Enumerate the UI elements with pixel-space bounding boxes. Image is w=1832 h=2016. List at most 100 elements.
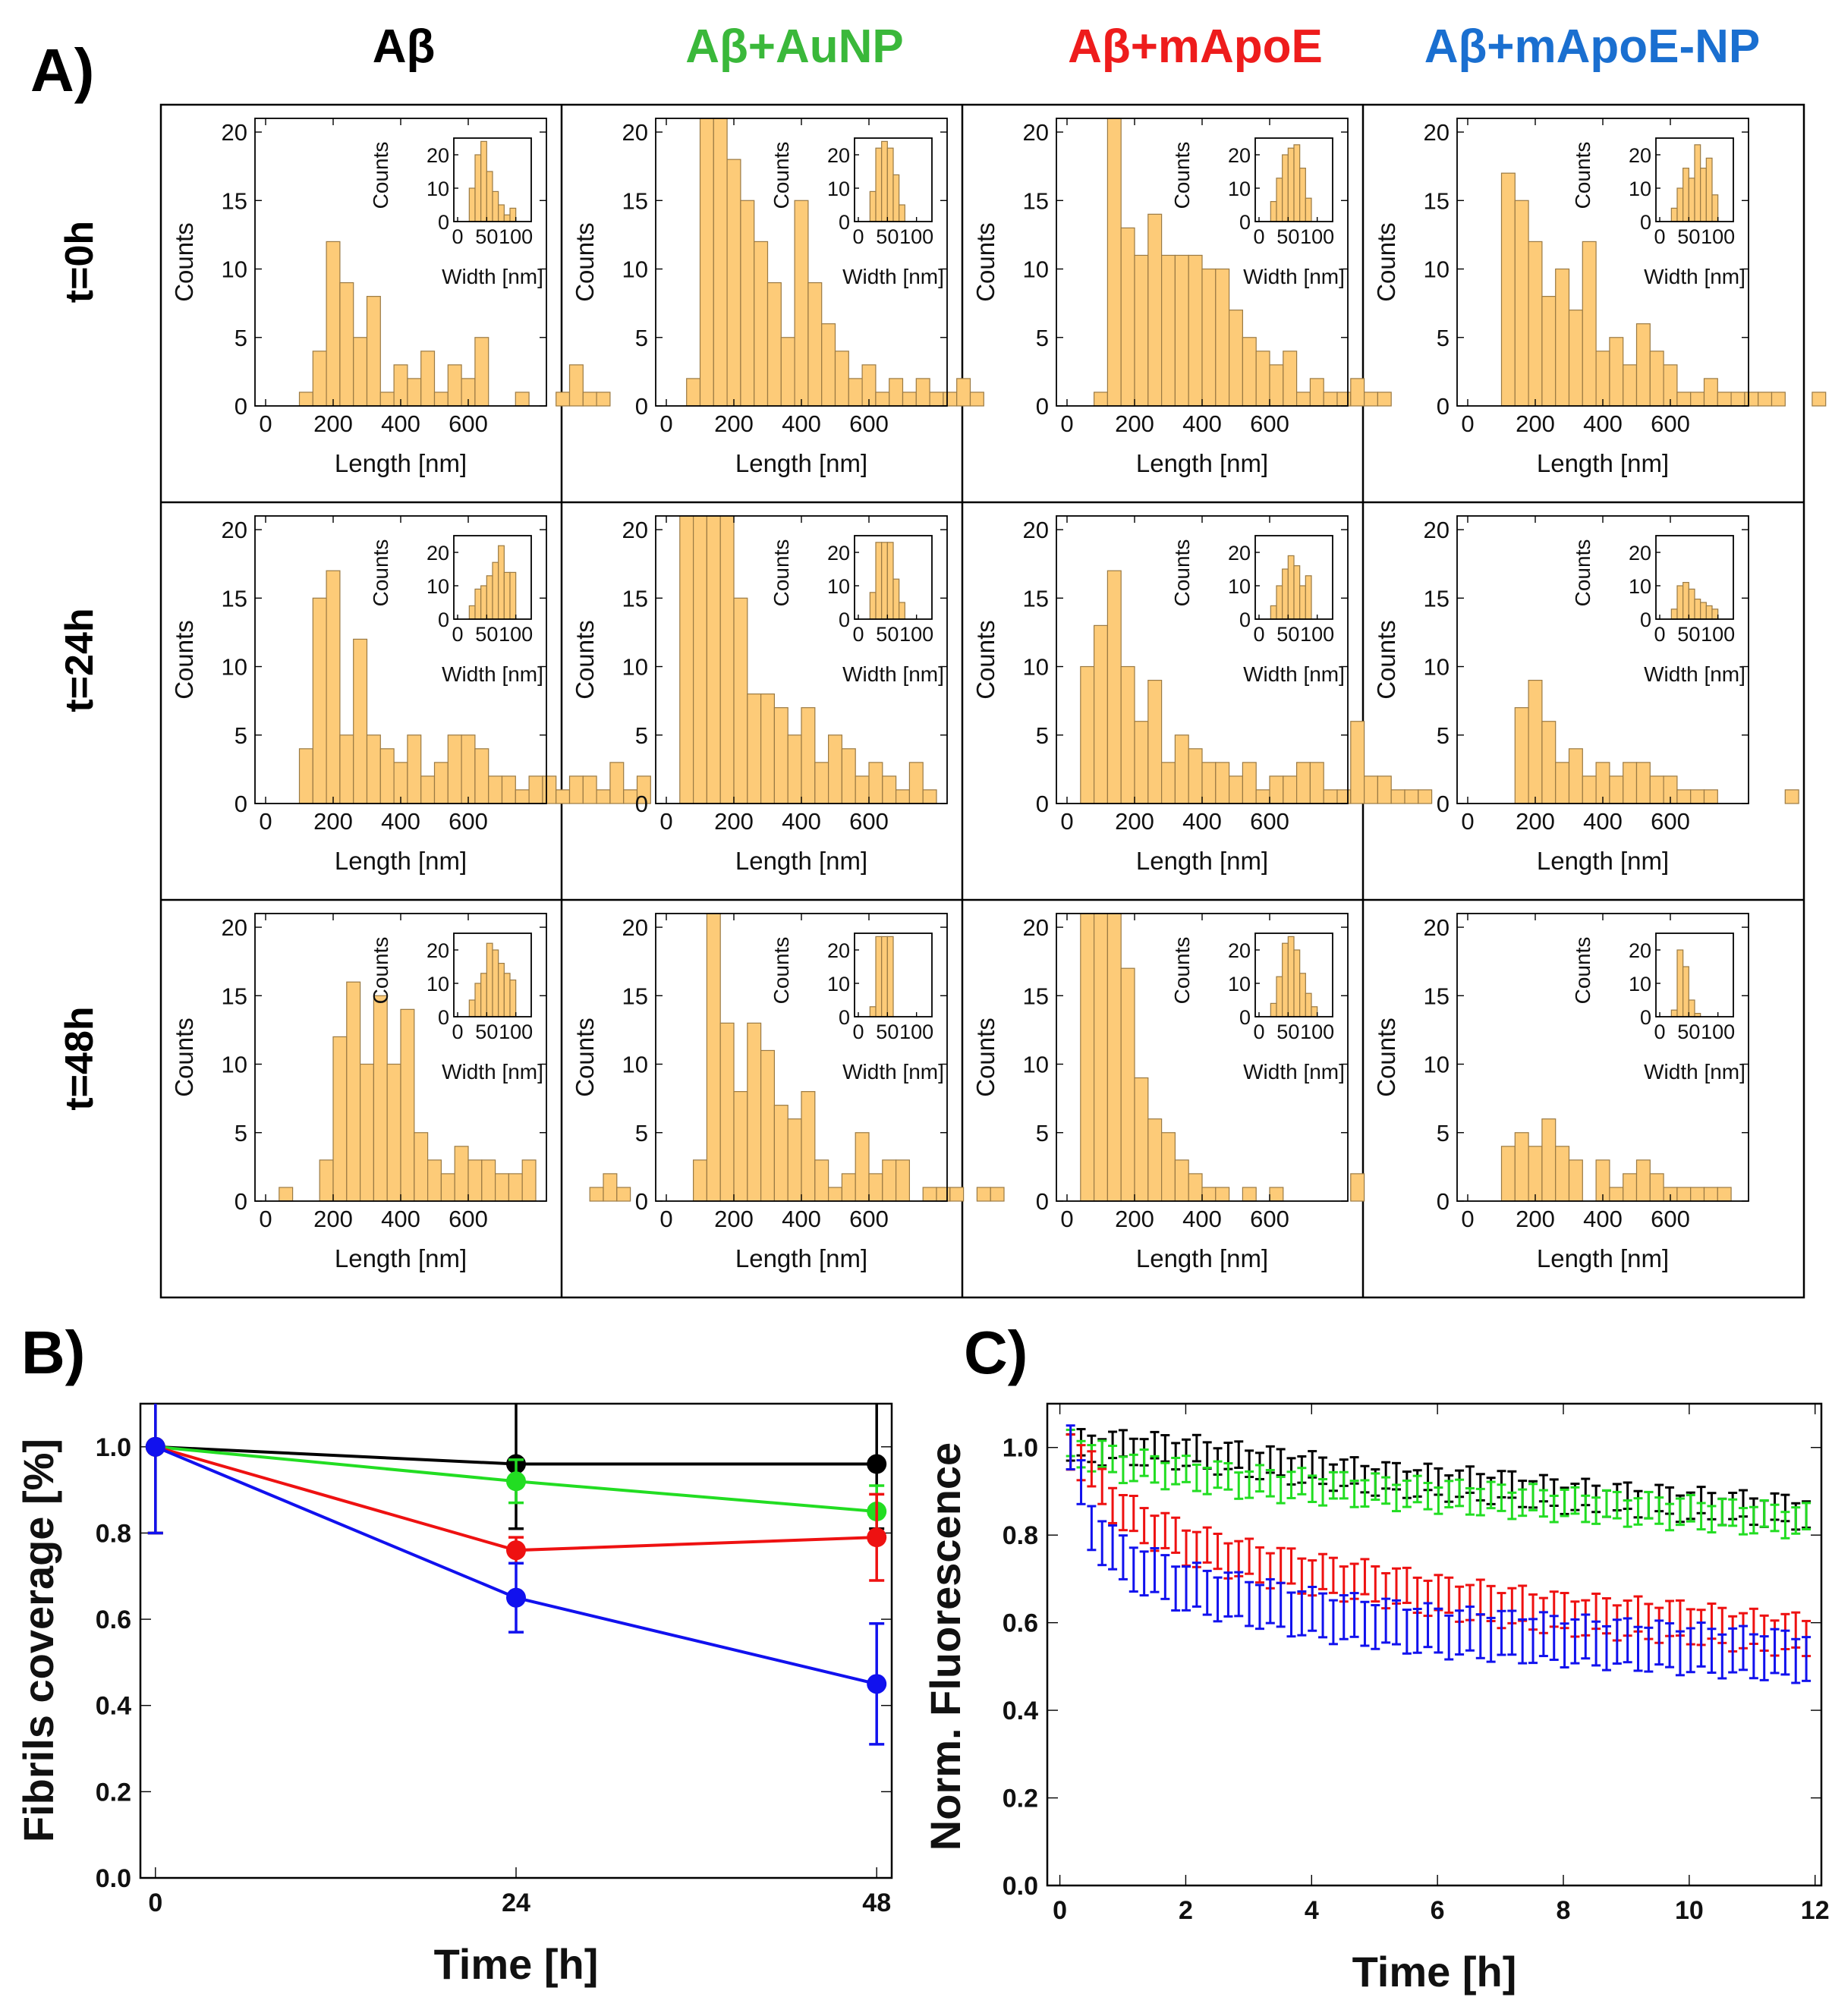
x-tick-label: 400	[1182, 410, 1222, 437]
panel-label-a: A)	[30, 36, 94, 104]
y-tick-label: 0.4	[96, 1692, 131, 1721]
length-bar	[908, 762, 924, 804]
length-bar	[1623, 762, 1638, 804]
length-bar	[1106, 570, 1122, 804]
length-bar	[1269, 364, 1284, 407]
inset-x-tick-label: 50	[876, 1021, 899, 1043]
length-bar	[1784, 789, 1799, 804]
length-bar	[1717, 392, 1732, 407]
width-bar	[1694, 144, 1701, 222]
width-bar	[1276, 178, 1283, 222]
y-tick-label: 0	[235, 791, 247, 817]
inset-y-tick-label: 20	[827, 542, 850, 565]
coverage-y-label: Fibrils coverage [%]	[14, 1439, 62, 1842]
inset-y-tick-label: 20	[1629, 144, 1651, 167]
inset-x-tick-label: 100	[1701, 623, 1735, 646]
column-title-abeta-mapoe: Aβ+mApoE	[1068, 20, 1323, 73]
length-bar	[1514, 200, 1529, 407]
y-tick-label: 10	[622, 654, 648, 681]
y-axis-label: Counts	[1372, 222, 1400, 302]
inset-x-tick-label: 50	[475, 1021, 498, 1043]
length-bar	[706, 515, 721, 804]
inset-frame	[854, 535, 933, 620]
length-bar	[474, 337, 489, 407]
width-bar	[1676, 187, 1684, 222]
inset-y-axis-label: Counts	[1571, 937, 1594, 1005]
y-tick-label: 15	[222, 585, 247, 612]
x-tick-label: 6	[1431, 1896, 1445, 1925]
histogram-frame	[1456, 913, 1749, 1202]
length-bar	[1717, 1187, 1732, 1202]
inset-x-axis-label: Width [nm]	[1644, 1060, 1745, 1083]
inset-y-tick-label: 0	[839, 609, 850, 631]
width-bar	[1670, 609, 1678, 620]
width-bar	[474, 983, 482, 1017]
length-bar	[1649, 775, 1664, 804]
x-tick-label: 0	[1060, 1206, 1073, 1232]
y-tick-label: 10	[1023, 654, 1049, 681]
inset-frame	[854, 933, 933, 1017]
y-axis-label: Counts	[971, 620, 999, 700]
y-tick-label: 20	[1023, 517, 1049, 543]
y-tick-label: 15	[1023, 585, 1049, 612]
length-bar	[1188, 254, 1203, 407]
length-bar	[1269, 1187, 1284, 1202]
y-tick-label: 0	[1437, 1188, 1450, 1215]
length-bar	[1242, 1187, 1257, 1202]
width-bar	[892, 174, 900, 222]
length-bar	[279, 1187, 294, 1202]
y-tick-label: 0	[235, 393, 247, 420]
y-tick-label: 10	[222, 256, 247, 283]
length-bar	[1255, 789, 1270, 804]
inset-x-tick-label: 0	[852, 225, 864, 248]
x-axis-label: Length [nm]	[1136, 449, 1268, 477]
width-bar	[509, 207, 517, 222]
data-point	[145, 1436, 165, 1457]
length-bar	[1350, 378, 1365, 407]
fluorescence-chart: Time [h] Norm. Fluorescence 0.0 0.2 0.4 0.6…	[921, 1402, 1830, 1996]
data-point	[506, 1540, 526, 1561]
length-bar	[1188, 748, 1203, 804]
inset-y-tick-label: 10	[1228, 973, 1251, 995]
length-bar	[1363, 775, 1378, 804]
length-bar	[1582, 775, 1597, 804]
width-bar	[1705, 605, 1713, 620]
length-bar	[556, 392, 571, 407]
length-bar	[1528, 241, 1543, 407]
y-tick-label: 15	[622, 983, 648, 1009]
length-bar	[568, 775, 584, 804]
data-point	[506, 1587, 526, 1608]
width-bar	[1670, 207, 1678, 222]
y-tick-label: 10	[222, 654, 247, 681]
inset-x-tick-label: 0	[452, 623, 463, 646]
row-label-t48: t=48h	[58, 1006, 102, 1110]
x-tick-label: 600	[449, 410, 488, 437]
fluorescence-series	[1066, 1424, 1812, 1684]
x-tick-label: 200	[714, 808, 754, 835]
length-bar	[773, 707, 789, 804]
inset-x-axis-label: Width [nm]	[1644, 265, 1745, 288]
length-bar	[494, 1173, 509, 1202]
length-bar	[1555, 762, 1570, 804]
histogram-frame	[254, 118, 547, 407]
inset-y-tick-label: 20	[1228, 144, 1251, 167]
length-bar	[488, 775, 503, 804]
length-bar	[440, 1173, 455, 1202]
inset-y-tick-label: 10	[427, 973, 449, 995]
y-tick-label: 0.8	[96, 1519, 131, 1548]
x-tick-label: 200	[714, 410, 754, 437]
width-bar	[1676, 585, 1684, 620]
x-tick-label: 400	[1182, 808, 1222, 835]
x-tick-label: 8	[1557, 1896, 1571, 1925]
x-tick-label: 200	[313, 410, 353, 437]
inset-y-axis-label: Counts	[1170, 937, 1194, 1005]
y-tick-label: 20	[1424, 119, 1450, 146]
length-bar	[609, 762, 625, 804]
x-tick-label: 400	[1182, 1206, 1222, 1232]
width-bar	[498, 545, 505, 620]
y-tick-label: 20	[622, 119, 648, 146]
width-bar	[486, 942, 493, 1017]
length-bar	[1309, 762, 1324, 804]
y-tick-label: 5	[235, 1120, 247, 1146]
